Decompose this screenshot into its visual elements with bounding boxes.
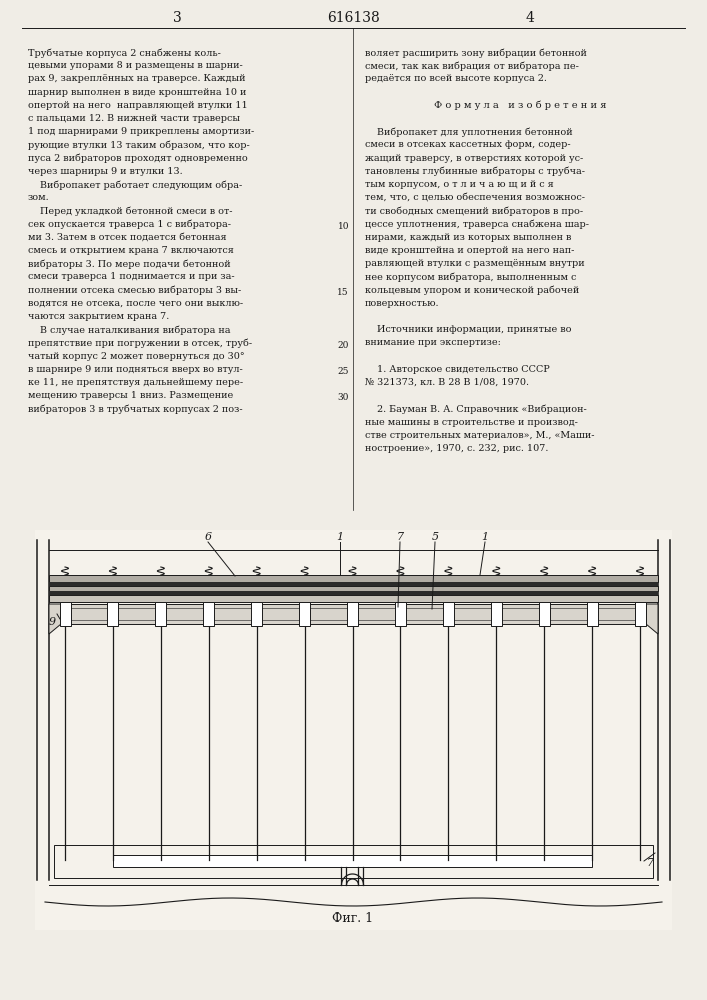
- Bar: [491, 602, 502, 626]
- Text: № 321373, кл. В 28 В 1/08, 1970.: № 321373, кл. В 28 В 1/08, 1970.: [365, 378, 529, 387]
- Bar: [59, 602, 71, 626]
- Bar: [49, 582, 658, 586]
- Text: зом.: зом.: [28, 193, 49, 202]
- Text: Вибропакет работает следующим обра-: Вибропакет работает следующим обра-: [28, 180, 243, 190]
- Bar: [203, 602, 214, 626]
- Bar: [251, 602, 262, 626]
- Text: тым корпусом, о т л и ч а ю щ и й с я: тым корпусом, о т л и ч а ю щ и й с я: [365, 180, 554, 189]
- Text: стве строительных материалов», М., «Маши-: стве строительных материалов», М., «Маши…: [365, 431, 595, 440]
- Text: В случае наталкивания вибратора на: В случае наталкивания вибратора на: [28, 325, 230, 335]
- Bar: [107, 602, 118, 626]
- Text: Источники информации, принятые во: Источники информации, принятые во: [365, 325, 571, 334]
- Text: смеси траверса 1 поднимается и при за-: смеси траверса 1 поднимается и при за-: [28, 272, 235, 281]
- Text: рующие втулки 13 таким образом, что кор-: рующие втулки 13 таким образом, что кор-: [28, 140, 250, 150]
- Text: смеси в отсеках кассетных форм, содер-: смеси в отсеках кассетных форм, содер-: [365, 140, 571, 149]
- Bar: [49, 591, 658, 595]
- Text: 20: 20: [338, 340, 349, 350]
- Text: воляет расширить зону вибрации бетонной: воляет расширить зону вибрации бетонной: [365, 48, 587, 57]
- Bar: [156, 602, 166, 626]
- Text: 4: 4: [525, 11, 534, 25]
- Text: внимание при экспертизе:: внимание при экспертизе:: [365, 338, 501, 347]
- Text: 30: 30: [338, 393, 349, 402]
- Text: в шарнире 9 или подняться вверх во втул-: в шарнире 9 или подняться вверх во втул-: [28, 365, 243, 374]
- Text: через шарниры 9 и втулки 13.: через шарниры 9 и втулки 13.: [28, 167, 182, 176]
- Text: 7: 7: [397, 532, 404, 542]
- Text: тановлены глубинные вибраторы с трубча-: тановлены глубинные вибраторы с трубча-: [365, 167, 585, 176]
- Bar: [443, 602, 454, 626]
- Text: вибраторов 3 в трубчатых корпусах 2 поз-: вибраторов 3 в трубчатых корпусах 2 поз-: [28, 404, 243, 414]
- Bar: [539, 602, 549, 626]
- Text: Трубчатые корпуса 2 снабжены коль-: Трубчатые корпуса 2 снабжены коль-: [28, 48, 221, 57]
- Text: ти свободных смещений вибраторов в про-: ти свободных смещений вибраторов в про-: [365, 206, 583, 216]
- Text: с пальцами 12. В нижней части траверсы: с пальцами 12. В нижней части траверсы: [28, 114, 240, 123]
- Text: 2. Бауман В. А. Справочник «Вибрацион-: 2. Бауман В. А. Справочник «Вибрацион-: [365, 404, 587, 414]
- Bar: [113, 855, 592, 867]
- Text: виде кронштейна и опертой на него нап-: виде кронштейна и опертой на него нап-: [365, 246, 574, 255]
- Bar: [587, 602, 597, 626]
- Bar: [61, 604, 646, 624]
- Text: рах 9, закреплённых на траверсе. Каждый: рах 9, закреплённых на траверсе. Каждый: [28, 74, 245, 83]
- Text: ностроение», 1970, с. 232, рис. 107.: ностроение», 1970, с. 232, рис. 107.: [365, 444, 549, 453]
- Text: кольцевым упором и конической рабочей: кольцевым упором и конической рабочей: [365, 286, 579, 295]
- Polygon shape: [49, 604, 61, 634]
- Bar: [54, 845, 653, 878]
- Text: опертой на него  направляющей втулки 11: опертой на него направляющей втулки 11: [28, 101, 247, 110]
- Bar: [395, 602, 406, 626]
- Text: 1. Авторское свидетельство СССР: 1. Авторское свидетельство СССР: [365, 365, 550, 374]
- Text: смеси, так как вибрация от вибратора пе-: смеси, так как вибрация от вибратора пе-: [365, 61, 579, 71]
- Text: смесь и открытием крана 7 включаются: смесь и открытием крана 7 включаются: [28, 246, 234, 255]
- Bar: [347, 602, 358, 626]
- Text: цессе уплотнения, траверса снабжена шар-: цессе уплотнения, траверса снабжена шар-: [365, 220, 589, 229]
- Bar: [634, 602, 645, 626]
- Text: 1: 1: [337, 532, 344, 542]
- Text: водятся не отсека, после чего они выклю-: водятся не отсека, после чего они выклю-: [28, 299, 243, 308]
- Text: 1 под шарнирами 9 прикреплены амортизи-: 1 под шарнирами 9 прикреплены амортизи-: [28, 127, 255, 136]
- Text: мещению траверсы 1 вниз. Размещение: мещению траверсы 1 вниз. Размещение: [28, 391, 233, 400]
- Text: препятствие при погружении в отсек, труб-: препятствие при погружении в отсек, труб…: [28, 338, 252, 348]
- Text: 6: 6: [204, 532, 211, 542]
- Text: поверхностью.: поверхностью.: [365, 299, 440, 308]
- Text: чатый корпус 2 может повернуться до 30°: чатый корпус 2 может повернуться до 30°: [28, 352, 245, 361]
- Text: нирами, каждый из которых выполнен в: нирами, каждый из которых выполнен в: [365, 233, 571, 242]
- Bar: [49, 595, 658, 602]
- Text: 616138: 616138: [327, 11, 380, 25]
- Text: ные машины в строительстве и производ-: ные машины в строительстве и производ-: [365, 418, 578, 427]
- Text: вибраторы 3. По мере подачи бетонной: вибраторы 3. По мере подачи бетонной: [28, 259, 230, 269]
- Text: жащий траверсу, в отверстиях которой ус-: жащий траверсу, в отверстиях которой ус-: [365, 154, 583, 163]
- Text: Вибропакет для уплотнения бетонной: Вибропакет для уплотнения бетонной: [365, 127, 573, 137]
- Text: пуса 2 вибраторов проходят одновременно: пуса 2 вибраторов проходят одновременно: [28, 154, 247, 163]
- Text: полнении отсека смесью вибраторы 3 вы-: полнении отсека смесью вибраторы 3 вы-: [28, 286, 241, 295]
- Text: нее корпусом вибратора, выполненным с: нее корпусом вибратора, выполненным с: [365, 272, 576, 282]
- Text: Фиг. 1: Фиг. 1: [332, 912, 373, 924]
- Text: 7: 7: [646, 858, 653, 868]
- Bar: [49, 586, 658, 591]
- Text: редаётся по всей высоте корпуса 2.: редаётся по всей высоте корпуса 2.: [365, 74, 547, 83]
- Text: 3: 3: [173, 11, 182, 25]
- Text: равляющей втулки с размещённым внутри: равляющей втулки с размещённым внутри: [365, 259, 585, 268]
- Text: 1: 1: [481, 532, 489, 542]
- Text: ке 11, не препятствуя дальнейшему пере-: ке 11, не препятствуя дальнейшему пере-: [28, 378, 243, 387]
- Text: 10: 10: [337, 222, 349, 231]
- Text: тем, что, с целью обеспечения возможнос-: тем, что, с целью обеспечения возможнос-: [365, 193, 585, 202]
- Text: шарнир выполнен в виде кронштейна 10 и: шарнир выполнен в виде кронштейна 10 и: [28, 88, 246, 97]
- Text: 15: 15: [337, 288, 349, 297]
- Text: 25: 25: [337, 367, 349, 376]
- Text: чаются закрытием крана 7.: чаются закрытием крана 7.: [28, 312, 169, 321]
- Text: цевыми упорами 8 и размещены в шарни-: цевыми упорами 8 и размещены в шарни-: [28, 61, 243, 70]
- Bar: [299, 602, 310, 626]
- Text: Ф о р м у л а   и з о б р е т е н и я: Ф о р м у л а и з о б р е т е н и я: [434, 101, 606, 110]
- Bar: [49, 575, 658, 582]
- Text: ми 3. Затем в отсек подается бетонная: ми 3. Затем в отсек подается бетонная: [28, 233, 227, 242]
- Text: Перед укладкой бетонной смеси в от-: Перед укладкой бетонной смеси в от-: [28, 206, 233, 216]
- Text: 5: 5: [431, 532, 438, 542]
- Bar: [35, 530, 672, 930]
- Text: сек опускается траверса 1 с вибратора-: сек опускается траверса 1 с вибратора-: [28, 220, 231, 229]
- Polygon shape: [646, 604, 658, 634]
- Text: 9: 9: [49, 617, 56, 627]
